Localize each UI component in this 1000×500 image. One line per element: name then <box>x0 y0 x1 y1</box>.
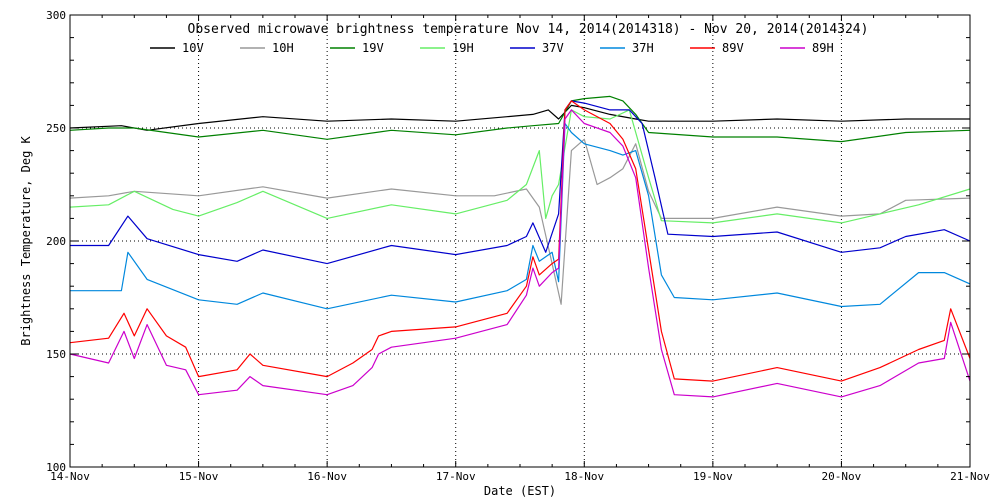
y-tick-label: 200 <box>46 235 66 248</box>
y-tick-label: 100 <box>46 461 66 474</box>
legend-label-89V: 89V <box>722 41 744 55</box>
x-tick-label: 18-Nov <box>564 470 604 483</box>
series-line-37V <box>70 100 971 265</box>
series-line-10H <box>69 138 971 305</box>
legend-label-10H: 10H <box>272 41 294 55</box>
series-line-37H <box>70 122 971 310</box>
x-tick-label: 20-Nov <box>822 470 862 483</box>
legend-label-37V: 37V <box>542 41 564 55</box>
x-tick-label: 16-Nov <box>307 470 347 483</box>
legend-label-19V: 19V <box>362 41 384 55</box>
x-tick-label: 14-Nov <box>50 470 90 483</box>
chart-grid <box>70 15 970 467</box>
legend-label-10V: 10V <box>182 41 204 55</box>
y-tick-label: 300 <box>46 9 66 22</box>
legend-label-19H: 19H <box>452 41 474 55</box>
x-axis-label: Date (EST) <box>484 484 556 498</box>
legend-label-89H: 89H <box>812 41 834 55</box>
series-line-89H <box>69 109 971 398</box>
x-tick-label: 19-Nov <box>693 470 733 483</box>
legend-label-37H: 37H <box>632 41 654 55</box>
x-tick-label: 17-Nov <box>436 470 476 483</box>
chart-title: Observed microwave brightness temperatur… <box>188 22 869 37</box>
y-tick-label: 250 <box>46 122 66 135</box>
series-line-89V <box>69 100 971 382</box>
series-line-19H <box>69 109 971 224</box>
y-tick-label: 150 <box>46 348 66 361</box>
axis-ticks: 14-Nov 15-Nov 16-Nov 17-Nov 18-Nov 19-Nov 20-N… <box>46 9 990 483</box>
series-line-19V <box>69 95 971 143</box>
chart-legend: 10V 10H 19V 19H 37V 37H 89V 89H <box>150 41 834 55</box>
x-tick-label: 21-Nov <box>950 470 990 483</box>
chart-series-group <box>69 95 971 398</box>
x-tick-label: 15-Nov <box>179 470 219 483</box>
series-line-10V <box>69 104 970 131</box>
y-axis-label: Brightness Temperature, Deg K <box>19 135 33 345</box>
